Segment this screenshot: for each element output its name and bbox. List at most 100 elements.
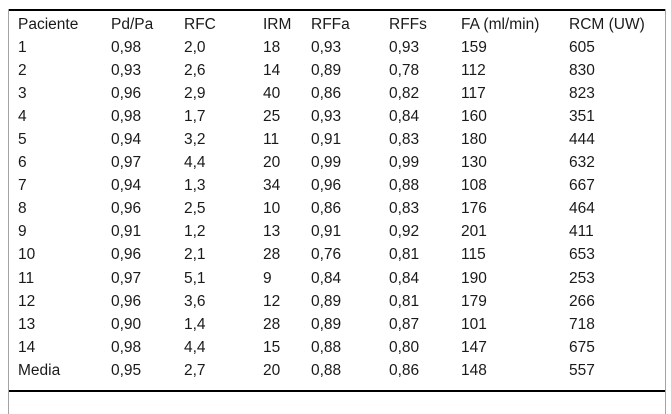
table-cell: 5,1 [184,269,206,287]
table-cell: 0,97 [111,269,142,287]
table-row: 7 0,94 1,3 34 0,96 0,88 108 667 [18,175,666,198]
table-cell: 11 [263,131,280,149]
table-row: 5 0,94 3,2 11 0,91 0,83 180 444 [18,128,666,151]
row-label-cell: 2 [18,61,27,79]
table-row: 14 0,98 4,4 15 0,88 0,80 147 675 [18,336,666,359]
table-cell: 0,86 [389,361,420,379]
table-cell: 0,86 [311,84,342,102]
column-header-rffs: RFFs [389,15,427,33]
table-cell: 632 [569,154,595,172]
table-cell: 830 [569,61,595,79]
table-cell: 0,87 [389,315,420,333]
table-cell: 147 [461,338,487,356]
table-cell: 0,84 [311,269,342,287]
table-cell: 10 [263,200,281,218]
table-cell: 0,89 [311,292,342,310]
table-cell: 653 [569,246,595,264]
table-cell: 0,92 [389,223,420,241]
table-cell: 2,7 [184,361,206,379]
table-cell: 176 [461,200,487,218]
table-cell: 557 [569,361,595,379]
table-cell: 0,88 [311,338,342,356]
table-cell: 28 [263,315,281,333]
table-cell: 0,96 [311,177,342,195]
table-row: 1 0,98 2,0 18 0,93 0,93 159 605 [18,36,666,59]
row-label-cell: 3 [18,84,27,102]
table-cell: 0,93 [311,38,342,56]
table-cell: 667 [569,177,595,195]
table-row: 13 0,90 1,4 28 0,89 0,87 101 718 [18,313,666,336]
table-cell: 411 [569,223,594,241]
row-label-cell: 13 [18,315,36,333]
table-cell: 718 [569,315,595,333]
table-cell: 0,80 [389,338,420,356]
table-cell: 0,78 [389,61,420,79]
table-cell: 4,4 [184,154,206,172]
table-cell: 0,93 [389,38,420,56]
table-cell: 190 [461,269,487,287]
table-cell: 108 [461,177,487,195]
table-cell: 14 [263,61,281,79]
table-cell: 101 [461,315,487,333]
table-cell: 20 [263,361,281,379]
table-cell: 0,89 [311,315,342,333]
table-cell: 0,81 [389,246,420,264]
column-header-rcm: RCM (UW) [569,15,645,33]
table-cell: 115 [461,246,486,264]
table-row: 2 0,93 2,6 14 0,89 0,78 112 830 [18,59,666,82]
table-cell: 0,86 [311,200,342,218]
table-cell: 4,4 [184,338,206,356]
table-frame: Paciente Pd/Pa RFC IRM RFFa RFFs FA (ml/… [8,9,666,414]
table-cell: 0,93 [311,107,342,125]
row-label-cell: 11 [18,269,35,287]
table-cell: 823 [569,84,595,102]
table-cell: 1,7 [184,107,206,125]
table-cell: 0,84 [389,269,420,287]
table-cell: 40 [263,84,281,102]
table-cell: 0,94 [111,177,142,195]
table-cell: 0,99 [311,154,342,172]
table-cell: 159 [461,38,487,56]
table-cell: 0,98 [111,38,142,56]
column-header-paciente: Paciente [18,15,79,33]
table-cell: 0,93 [111,61,142,79]
table-cell: 3,6 [184,292,206,310]
row-label-cell: 6 [18,154,27,172]
table-row: 4 0,98 1,7 25 0,93 0,84 160 351 [18,105,666,128]
table-cell: 2,9 [184,84,206,102]
table-cell: 112 [461,61,486,79]
table-cell: 0,84 [389,107,420,125]
table-row: 12 0,96 3,6 12 0,89 0,81 179 266 [18,290,666,313]
table-cell: 2,1 [184,246,206,264]
column-header-pd-pa: Pd/Pa [111,15,154,33]
table-cell: 179 [461,292,487,310]
table-row: 6 0,97 4,4 20 0,99 0,99 130 632 [18,152,666,175]
table-cell: 605 [569,38,595,56]
table-cell: 444 [569,131,595,149]
table-cell: 0,91 [311,131,342,149]
table-cell: 1,4 [184,315,206,333]
table-cell: 0,96 [111,246,142,264]
column-header-rffa: RFFa [311,15,350,33]
table-cell: 0,94 [111,131,142,149]
table-cell: 0,89 [311,61,342,79]
row-label-cell: 5 [18,131,27,149]
table-cell: 266 [569,292,595,310]
table-cell: 130 [461,154,487,172]
table-row-media: Media 0,95 2,7 20 0,88 0,86 148 557 [18,359,666,382]
table-cell: 464 [569,200,595,218]
table-cell: 0,88 [311,361,342,379]
table-cell: 0,76 [311,246,342,264]
table-row: 10 0,96 2,1 28 0,76 0,81 115 653 [18,244,666,267]
table-cell: 12 [263,292,281,310]
table-cell: 148 [461,361,487,379]
row-label-cell: 14 [18,338,36,356]
table-cell: 0,96 [111,84,142,102]
table-cell: 9 [263,269,272,287]
row-label-cell: 9 [18,223,27,241]
table-cell: 0,83 [389,200,420,218]
table-row: 11 0,97 5,1 9 0,84 0,84 190 253 [18,267,666,290]
table-cell: 13 [263,223,281,241]
table-cell: 0,96 [111,200,142,218]
table-row: 3 0,96 2,9 40 0,86 0,82 117 823 [18,82,666,105]
